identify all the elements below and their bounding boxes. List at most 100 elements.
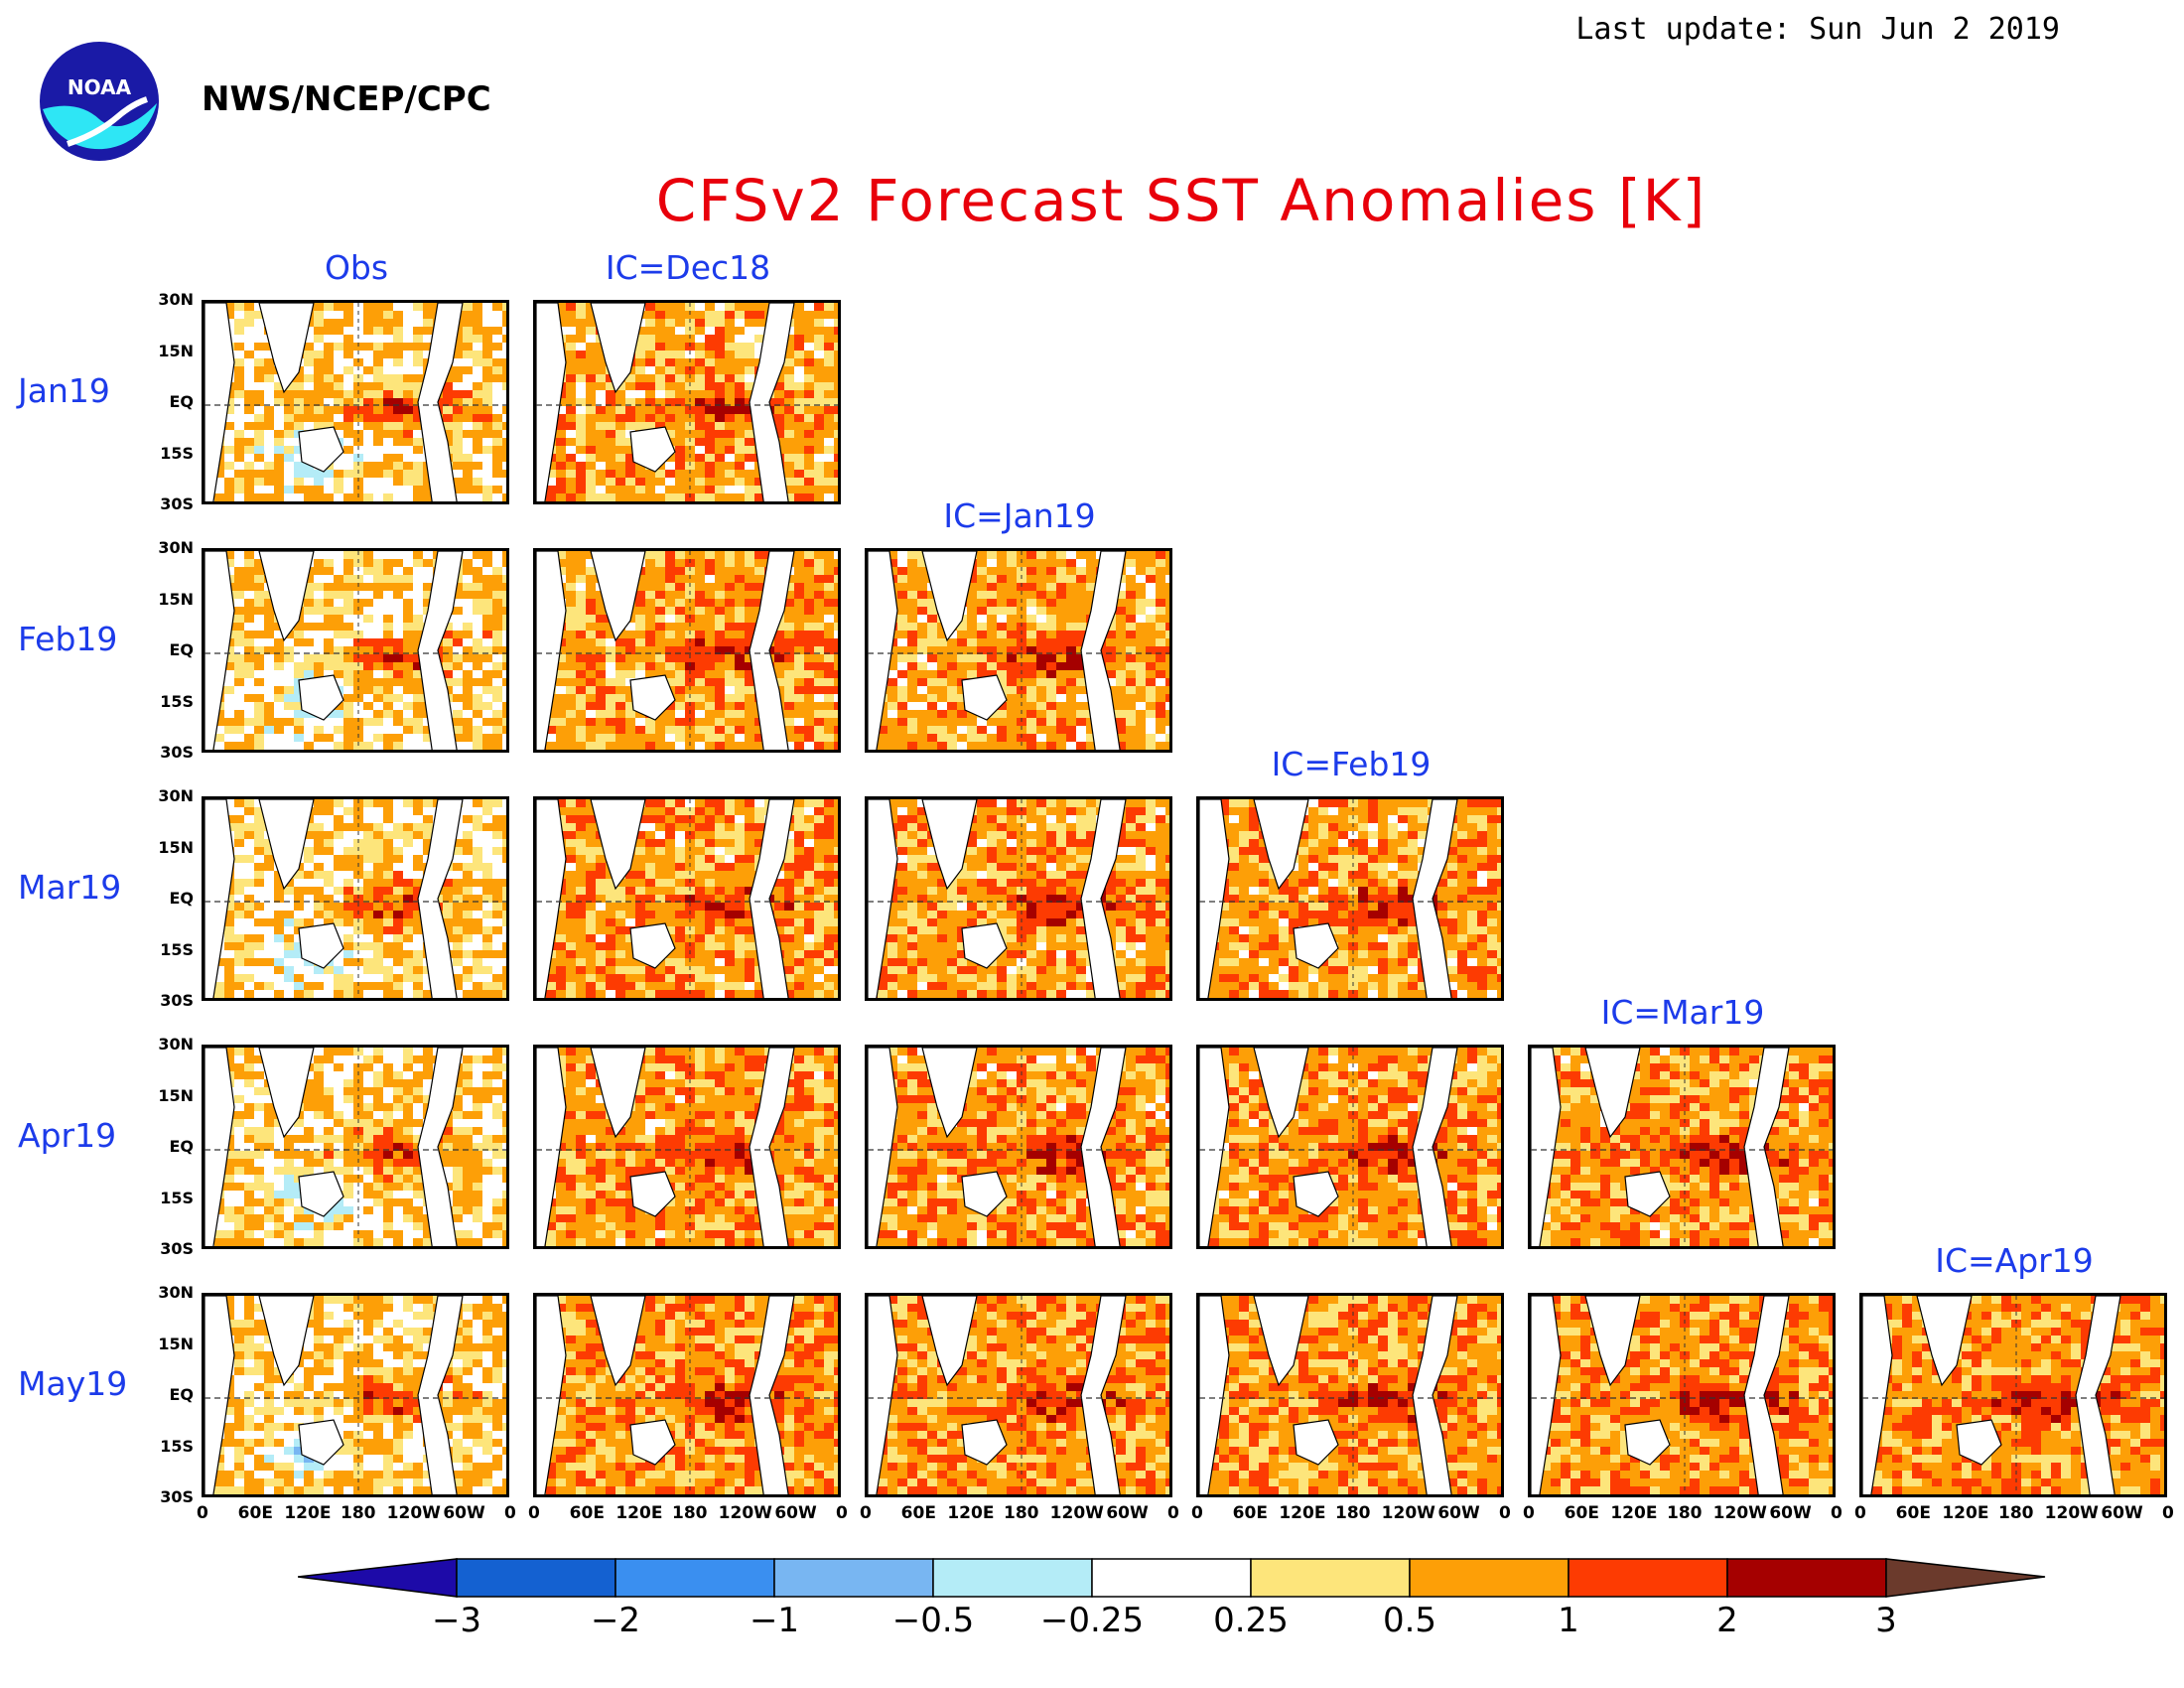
- sst-anomaly-map: [202, 300, 509, 504]
- lat-label: 30S: [160, 1239, 194, 1258]
- lon-label: 120E: [284, 1503, 332, 1523]
- lon-label: 60E: [1564, 1503, 1599, 1523]
- lon-label: 0: [1167, 1503, 1179, 1523]
- lat-label: 15S: [160, 443, 194, 463]
- lon-label: 60E: [1232, 1503, 1268, 1523]
- lon-label: 60W: [2101, 1503, 2143, 1523]
- lat-label: 30N: [158, 786, 194, 805]
- lon-label: 60W: [1769, 1503, 1812, 1523]
- sst-anomaly-map: [202, 796, 509, 1001]
- sst-anomaly-map: [1859, 1293, 2167, 1497]
- column-header-5: IC=Apr19: [1935, 1241, 2094, 1280]
- colorbar-segment: [932, 1558, 1093, 1598]
- sst-anomaly-map: [1196, 1045, 1504, 1249]
- colorbar-low-arrow: [297, 1558, 458, 1598]
- sst-anomaly-map: [533, 548, 841, 753]
- lat-label: 30N: [158, 1283, 194, 1302]
- last-update-text: Last update: Sun Jun 2 2019: [1575, 12, 2060, 47]
- lon-label: 60W: [1106, 1503, 1149, 1523]
- lon-label: 60W: [774, 1503, 817, 1523]
- lon-label: 0: [836, 1503, 848, 1523]
- lon-label: 180: [672, 1503, 708, 1523]
- sst-anomaly-map: [533, 796, 841, 1001]
- lat-label: 30S: [160, 494, 194, 513]
- colorbar-tick-label: 0.25: [1213, 1601, 1289, 1640]
- colorbar-tick-label: −3: [431, 1601, 482, 1640]
- sst-anomaly-map: [1528, 1293, 1836, 1497]
- lon-label: 120W: [1712, 1503, 1767, 1523]
- colorbar-tick-label: −1: [749, 1601, 800, 1640]
- lon-label: 0: [1191, 1503, 1203, 1523]
- lat-label: 15N: [158, 1085, 194, 1105]
- sst-anomaly-map: [865, 796, 1172, 1001]
- lon-label: 120W: [386, 1503, 441, 1523]
- row-label-4: May19: [18, 1364, 128, 1403]
- lat-label: 30S: [160, 991, 194, 1010]
- sst-anomaly-map: [1196, 796, 1504, 1001]
- lon-label: 180: [1667, 1503, 1703, 1523]
- lat-label: 15N: [158, 837, 194, 857]
- lon-label: 0: [2162, 1503, 2174, 1523]
- sst-anomaly-map: [202, 1293, 509, 1497]
- lon-label: 180: [1998, 1503, 2034, 1523]
- sst-anomaly-map: [1528, 1045, 1836, 1249]
- lat-label: EQ: [169, 1385, 194, 1404]
- lon-label: 120E: [615, 1503, 663, 1523]
- colorbar-tick-label: 1: [1558, 1601, 1579, 1640]
- lon-label: 60W: [443, 1503, 485, 1523]
- lon-label: 180: [341, 1503, 376, 1523]
- lat-label: EQ: [169, 640, 194, 659]
- lon-label: 0: [197, 1503, 208, 1523]
- lat-label: 30N: [158, 290, 194, 309]
- lon-label: 60E: [900, 1503, 936, 1523]
- colorbar-tick-label: 0.5: [1382, 1601, 1437, 1640]
- sst-anomaly-map: [202, 548, 509, 753]
- lat-label: 30N: [158, 1035, 194, 1054]
- lat-label: 15N: [158, 1334, 194, 1353]
- lon-label: 60E: [1895, 1503, 1931, 1523]
- lon-label: 120E: [1942, 1503, 1989, 1523]
- colorbar-segment: [1726, 1558, 1887, 1598]
- lon-label: 120W: [1381, 1503, 1435, 1523]
- lon-label: 0: [1831, 1503, 1843, 1523]
- sst-anomaly-map: [865, 548, 1172, 753]
- lat-label: 30S: [160, 1487, 194, 1506]
- row-label-3: Apr19: [18, 1116, 117, 1155]
- lon-label: 120E: [1610, 1503, 1658, 1523]
- sst-anomaly-map: [1196, 1293, 1504, 1497]
- lat-label: EQ: [169, 1137, 194, 1156]
- sst-anomaly-map: [533, 1293, 841, 1497]
- lat-label: 15S: [160, 1188, 194, 1207]
- lon-label: 0: [504, 1503, 516, 1523]
- colorbar-tick-label: −2: [590, 1601, 641, 1640]
- lon-label: 120W: [1049, 1503, 1104, 1523]
- lat-label: EQ: [169, 392, 194, 411]
- agency-label: NWS/NCEP/CPC: [202, 79, 491, 119]
- lat-label: EQ: [169, 889, 194, 908]
- colorbar-tick-label: −0.25: [1039, 1601, 1145, 1640]
- colorbar-tick-label: −0.5: [891, 1601, 975, 1640]
- row-label-0: Jan19: [18, 371, 110, 410]
- colorbar-tick-label: 3: [1875, 1601, 1897, 1640]
- lon-label: 120E: [947, 1503, 995, 1523]
- colorbar-segment: [1091, 1558, 1252, 1598]
- sst-anomaly-map: [533, 300, 841, 504]
- noaa-logo: NOAA: [38, 40, 162, 164]
- column-header-4: IC=Mar19: [1600, 993, 1765, 1032]
- colorbar-high-arrow: [1885, 1558, 2046, 1598]
- row-label-2: Mar19: [18, 868, 122, 907]
- lat-label: 15N: [158, 341, 194, 360]
- lat-label: 15N: [158, 589, 194, 609]
- lon-label: 0: [1523, 1503, 1535, 1523]
- colorbar-segment: [773, 1558, 934, 1598]
- lon-label: 60E: [237, 1503, 273, 1523]
- figure-title: CFSv2 Forecast SST Anomalies [K]: [655, 167, 1707, 234]
- sst-anomaly-map: [202, 1045, 509, 1249]
- colorbar-segment: [1250, 1558, 1411, 1598]
- lon-label: 0: [1854, 1503, 1866, 1523]
- lon-label: 60E: [569, 1503, 605, 1523]
- lat-label: 15S: [160, 1436, 194, 1456]
- colorbar-segment: [1409, 1558, 1570, 1598]
- colorbar-segment: [456, 1558, 616, 1598]
